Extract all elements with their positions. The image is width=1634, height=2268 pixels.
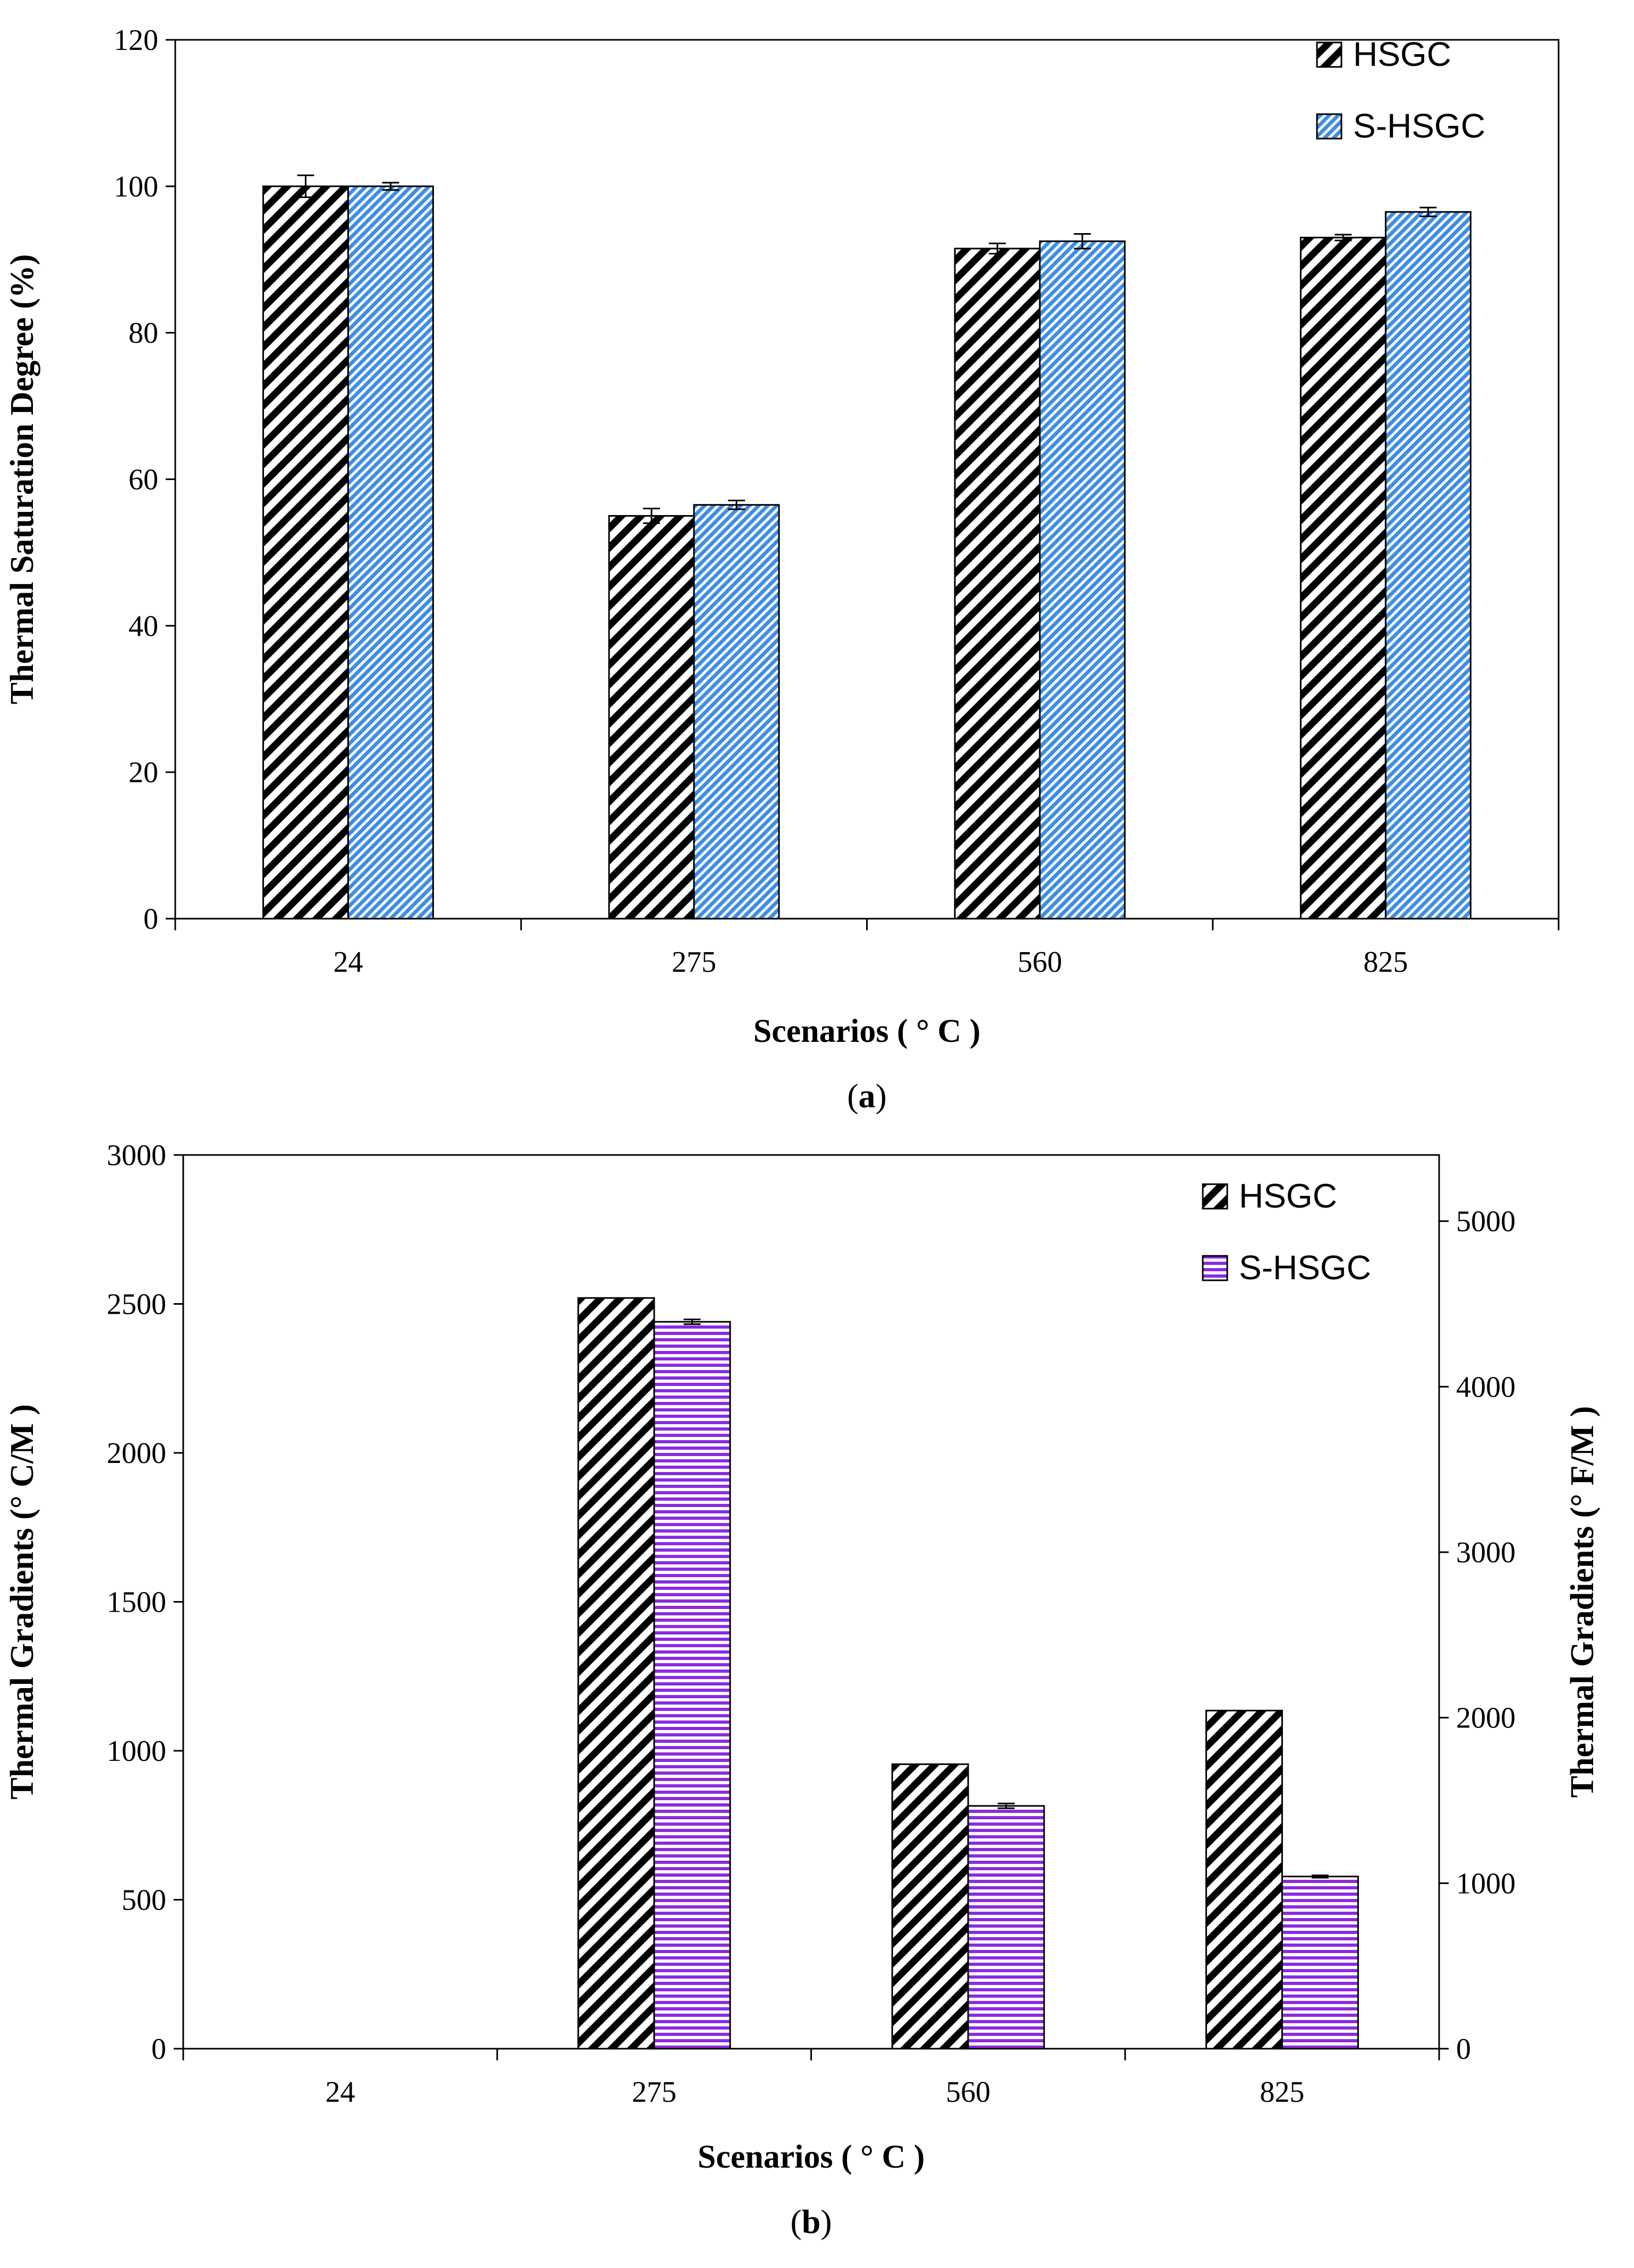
legend-swatch	[1202, 1255, 1228, 1281]
bar-hsgc-275	[608, 515, 695, 920]
legend-label: S-HSGC	[1239, 1248, 1371, 1287]
legend: HSGC S-HSGC	[1316, 35, 1485, 145]
error-bar	[1334, 234, 1352, 242]
bar-hsgc-275	[577, 1297, 655, 2050]
error-bar	[643, 508, 660, 524]
y-tick-label: 500	[122, 1884, 166, 1917]
chart-panel-b: 0 500 1000 1500 2000 2500 3000 0 1000 2000 3000 40…	[4, 1139, 1601, 2240]
y-tick-label: 120	[114, 24, 158, 57]
error-bars-group	[683, 1319, 1329, 1879]
x-tick-label: 825	[1363, 946, 1408, 979]
y-right-tick-label: 1000	[1456, 1867, 1516, 1900]
y-tick-label: 1000	[107, 1735, 166, 1768]
panel-label: (a)	[847, 1077, 887, 1115]
y-axis-right-ticks: 0 1000 2000 3000 4000 5000	[1439, 1205, 1516, 2066]
x-tick-label: 275	[632, 2076, 677, 2109]
y-tick-label: 20	[129, 756, 158, 789]
x-tick-label: 275	[672, 946, 716, 979]
error-bar	[997, 1802, 1015, 1809]
bar-hsgc-825	[1299, 236, 1387, 920]
x-axis-title: Scenarios ( ° C )	[754, 1013, 981, 1049]
y-tick-label: 60	[129, 464, 158, 497]
x-tick-label: 24	[333, 946, 363, 979]
bar-s-hsgc-275	[693, 504, 780, 920]
bars-group	[262, 185, 1472, 920]
x-tick-label: 560	[1017, 946, 1062, 979]
x-tick-label: 825	[1260, 2076, 1304, 2109]
legend-swatch	[1316, 113, 1342, 140]
error-bar	[728, 499, 745, 510]
y-axis-title: Thermal Gradients (° C/M )	[4, 1404, 40, 1800]
error-bar	[1311, 1874, 1329, 1879]
bar-s-hsgc-825	[1384, 211, 1472, 920]
y-right-tick-label: 4000	[1456, 1371, 1516, 1403]
bar-hsgc-825	[1205, 1709, 1283, 2050]
legend-label: HSGC	[1353, 35, 1451, 73]
legend: HSGC S-HSGC	[1202, 1177, 1371, 1287]
bar-hsgc-560	[954, 247, 1041, 920]
error-bar	[297, 174, 314, 199]
legend-label: HSGC	[1239, 1177, 1337, 1215]
y-axis-right-title: Thermal Gradients (° F/M )	[1564, 1406, 1601, 1798]
x-tick-label: 560	[946, 2076, 990, 2109]
error-bar	[989, 242, 1006, 255]
bar-s-hsgc-825	[1281, 1876, 1359, 2050]
y-axis-title: Thermal Saturation Degree (%)	[4, 254, 40, 705]
x-axis-ticks: 24 275 560 825	[182, 2049, 1440, 2109]
y-tick-label: 100	[114, 170, 158, 203]
x-tick-label: 24	[326, 2076, 355, 2109]
y-tick-label: 3000	[107, 1139, 166, 1172]
legend-label: S-HSGC	[1353, 107, 1485, 145]
bar-s-hsgc-560	[1039, 240, 1126, 920]
y-tick-label: 2000	[107, 1437, 166, 1470]
y-tick-label: 0	[143, 903, 158, 936]
error-bar	[1419, 207, 1437, 217]
y-right-tick-label: 0	[1456, 2033, 1471, 2066]
error-bars-group	[297, 174, 1437, 524]
panel-label: (b)	[790, 2203, 832, 2240]
bars-group	[577, 1297, 1359, 2050]
x-axis-title: Scenarios ( ° C )	[698, 2139, 925, 2175]
bar-s-hsgc-24	[347, 185, 434, 920]
error-bar	[382, 182, 399, 191]
chart-panel-a: 0 20 40 60 80 100 120 24 275 560 825 Thermal Satu…	[4, 24, 1560, 1115]
y-tick-label: 40	[129, 610, 158, 643]
y-right-tick-label: 3000	[1456, 1536, 1516, 1569]
bar-hsgc-560	[891, 1763, 969, 2050]
y-tick-label: 0	[151, 2033, 166, 2066]
bar-s-hsgc-275	[653, 1321, 731, 2050]
y-right-tick-label: 5000	[1456, 1205, 1516, 1238]
y-axis-ticks: 0 500 1000 1500 2000 2500 3000	[107, 1139, 183, 2066]
y-tick-label: 1500	[107, 1586, 166, 1619]
error-bar	[683, 1319, 701, 1325]
bar-s-hsgc-560	[967, 1805, 1045, 2050]
y-right-tick-label: 2000	[1456, 1702, 1516, 1735]
x-axis-ticks: 24 275 560 825	[174, 919, 1560, 979]
bar-hsgc-24	[262, 185, 349, 920]
error-bar	[1074, 233, 1091, 250]
y-tick-label: 2500	[107, 1288, 166, 1321]
y-tick-label: 80	[129, 317, 158, 350]
legend-swatch	[1316, 41, 1342, 68]
y-axis-ticks: 0 20 40 60 80 100 120	[114, 24, 175, 936]
legend-swatch	[1202, 1183, 1228, 1210]
